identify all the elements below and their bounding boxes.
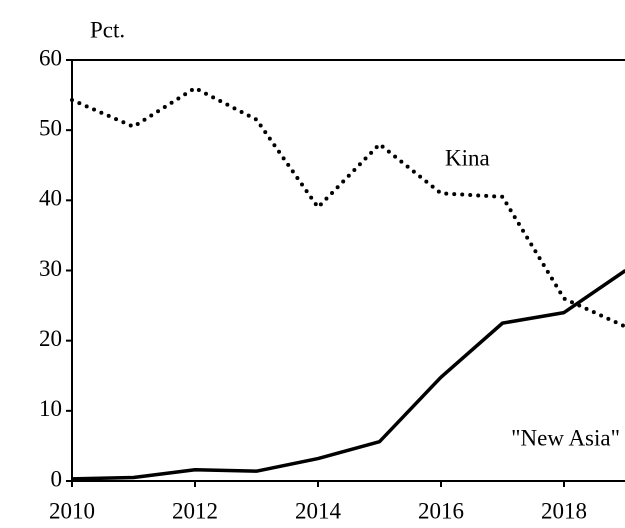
y-tick-label: 20: [39, 326, 62, 351]
y-tick-label: 10: [39, 396, 62, 421]
y-tick-label: 30: [39, 256, 62, 281]
x-tick-label: 2016: [418, 498, 464, 523]
y-tick-label: 40: [39, 186, 62, 211]
y-tick-label: 0: [51, 466, 63, 491]
series-line: [71, 269, 625, 481]
y-axis-label: Pct.: [90, 17, 125, 42]
y-tick-label: 50: [39, 115, 62, 140]
x-tick-label: 2018: [541, 498, 587, 523]
x-tick-label: 2010: [49, 498, 95, 523]
series-label: "New Asia": [511, 425, 620, 450]
x-tick-label: 2014: [295, 498, 342, 523]
series-line: [70, 85, 625, 329]
series-label: Kina: [445, 145, 490, 170]
y-tick-label: 60: [39, 45, 62, 70]
x-tick-label: 2012: [172, 498, 218, 523]
